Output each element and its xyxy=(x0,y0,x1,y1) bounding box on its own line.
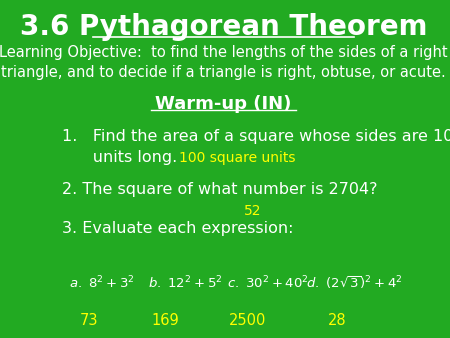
Text: 73: 73 xyxy=(80,313,99,328)
Text: $a.\ 8^2+3^2$: $a.\ 8^2+3^2$ xyxy=(68,274,134,291)
Text: 3. Evaluate each expression:: 3. Evaluate each expression: xyxy=(62,221,293,236)
Text: 3.6 Pythagorean Theorem: 3.6 Pythagorean Theorem xyxy=(20,13,427,41)
Text: 1.   Find the area of a square whose sides are 10
      units long.: 1. Find the area of a square whose sides… xyxy=(62,129,450,165)
Text: 169: 169 xyxy=(151,313,179,328)
Text: 28: 28 xyxy=(328,313,346,328)
Text: 100 square units: 100 square units xyxy=(179,150,295,165)
Text: Warm-up (IN): Warm-up (IN) xyxy=(155,95,292,113)
Text: 2500: 2500 xyxy=(229,313,266,328)
Text: 2. The square of what number is 2704?: 2. The square of what number is 2704? xyxy=(62,183,377,197)
Text: $c.\ 30^2+40^2$: $c.\ 30^2+40^2$ xyxy=(227,274,309,291)
Text: $d.\ (2\sqrt{3})^2+4^2$: $d.\ (2\sqrt{3})^2+4^2$ xyxy=(306,274,403,292)
Text: 52: 52 xyxy=(244,204,261,218)
Text: $b.\ 12^2+5^2$: $b.\ 12^2+5^2$ xyxy=(148,274,222,291)
Text: Learning Objective:  to find the lengths of the sides of a right
triangle, and t: Learning Objective: to find the lengths … xyxy=(0,45,448,80)
